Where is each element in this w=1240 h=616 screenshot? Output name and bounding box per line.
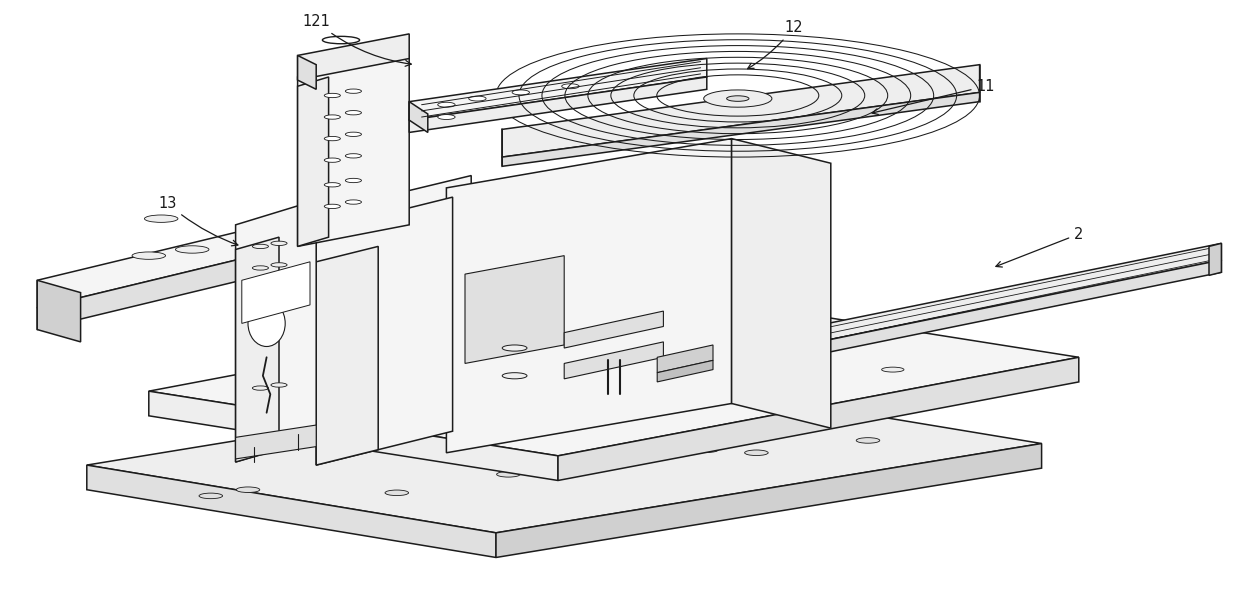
Ellipse shape [253,386,269,391]
Polygon shape [732,139,831,428]
Ellipse shape [770,361,792,366]
Ellipse shape [270,241,288,246]
Polygon shape [87,465,496,557]
Polygon shape [37,280,81,342]
Ellipse shape [703,90,771,107]
Polygon shape [409,77,707,132]
Ellipse shape [694,447,718,452]
Ellipse shape [744,450,768,456]
Ellipse shape [236,487,259,493]
Ellipse shape [522,379,544,384]
Polygon shape [657,345,713,373]
Ellipse shape [502,345,527,351]
Polygon shape [558,357,1079,480]
Polygon shape [298,55,316,89]
Polygon shape [707,260,1221,377]
Ellipse shape [345,132,362,137]
Ellipse shape [496,472,521,477]
Ellipse shape [198,493,223,499]
Polygon shape [502,92,980,166]
Polygon shape [236,237,279,462]
Polygon shape [236,425,316,459]
Ellipse shape [882,367,904,372]
Polygon shape [87,376,1042,533]
Polygon shape [298,55,409,246]
Polygon shape [564,342,663,379]
Ellipse shape [438,102,455,107]
Ellipse shape [345,200,362,205]
Ellipse shape [270,263,288,267]
Ellipse shape [345,179,362,183]
Polygon shape [149,293,1079,456]
Ellipse shape [144,215,179,222]
Ellipse shape [438,115,455,120]
Polygon shape [298,77,329,246]
Ellipse shape [727,95,749,102]
Text: 2: 2 [996,227,1084,267]
Polygon shape [236,200,316,462]
Ellipse shape [345,89,362,94]
Ellipse shape [502,373,527,379]
Polygon shape [409,59,707,120]
Ellipse shape [325,115,340,120]
Polygon shape [496,444,1042,557]
Ellipse shape [384,490,408,495]
Ellipse shape [248,301,285,347]
Polygon shape [707,243,1221,365]
Ellipse shape [325,94,340,98]
Ellipse shape [345,154,362,158]
Ellipse shape [512,90,529,95]
Ellipse shape [253,266,269,270]
Ellipse shape [311,416,334,421]
Text: 11: 11 [872,79,994,115]
Polygon shape [446,139,732,453]
Ellipse shape [345,111,362,115]
Ellipse shape [274,423,296,428]
Polygon shape [465,256,564,363]
Ellipse shape [469,96,486,101]
Ellipse shape [856,438,880,444]
Polygon shape [316,197,453,465]
Ellipse shape [253,245,269,249]
Ellipse shape [325,183,340,187]
Polygon shape [37,176,471,308]
Polygon shape [1209,243,1221,275]
Text: 13: 13 [159,196,238,246]
Ellipse shape [562,84,579,89]
Ellipse shape [176,246,208,253]
Ellipse shape [325,137,340,141]
Polygon shape [502,65,980,157]
Ellipse shape [325,205,340,209]
Polygon shape [149,391,558,480]
Polygon shape [298,34,409,80]
Text: 121: 121 [303,14,412,67]
Polygon shape [37,203,471,330]
Ellipse shape [270,383,288,387]
Polygon shape [316,246,378,465]
Ellipse shape [621,367,644,372]
Polygon shape [657,360,713,382]
Ellipse shape [131,252,165,259]
Polygon shape [409,102,428,132]
Polygon shape [242,262,310,323]
Ellipse shape [325,158,340,163]
Polygon shape [564,311,663,348]
Text: 12: 12 [748,20,804,69]
